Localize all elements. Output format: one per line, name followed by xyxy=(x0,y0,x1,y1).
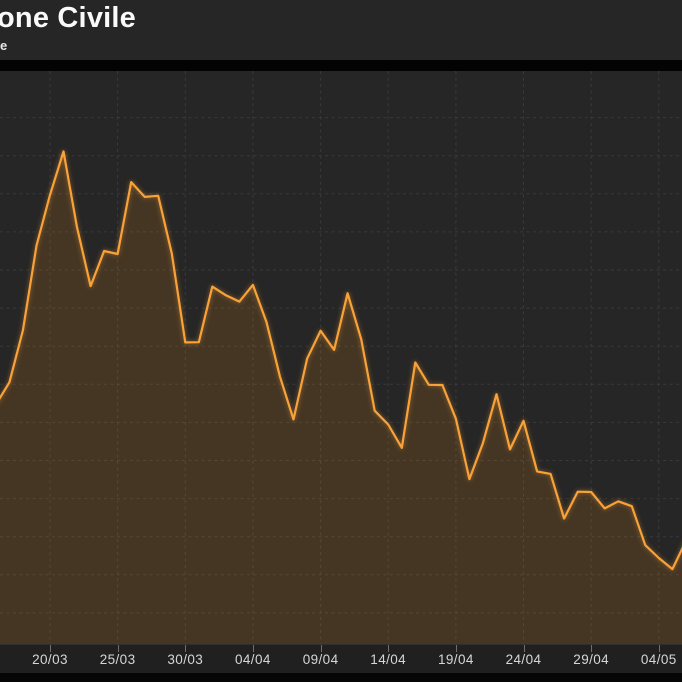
page-subtitle: e xyxy=(0,38,8,53)
x-tick-mark xyxy=(320,645,322,652)
x-tick-mark xyxy=(252,645,254,652)
x-tick-mark xyxy=(523,645,525,652)
header-divider xyxy=(0,60,682,71)
x-tick-label: 20/03 xyxy=(32,652,68,667)
page-title: one Civile xyxy=(0,2,136,34)
x-tick-label: 25/03 xyxy=(99,652,136,667)
x-tick-label: 04/04 xyxy=(234,652,271,667)
header: one Civile e xyxy=(0,0,682,60)
vertical-gridlines xyxy=(49,71,660,644)
series-line xyxy=(0,150,682,571)
x-tick-label: 29/04 xyxy=(573,652,610,667)
series-area-fill xyxy=(0,151,682,644)
area-chart[interactable] xyxy=(0,71,682,644)
chart-plot-area[interactable] xyxy=(0,71,682,644)
horizontal-gridlines xyxy=(0,117,682,614)
x-tick-mark xyxy=(50,645,51,652)
x-tick-mark xyxy=(117,645,119,652)
bottom-bar xyxy=(0,673,682,682)
x-tick-mark xyxy=(591,645,593,652)
x-tick-label: 14/04 xyxy=(370,652,407,667)
x-tick-label: 30/03 xyxy=(167,652,204,667)
x-tick-mark xyxy=(658,645,660,652)
x-tick-mark xyxy=(455,645,457,652)
x-tick-label: 19/04 xyxy=(437,652,474,667)
x-tick-mark xyxy=(185,645,187,652)
x-tick-label: 04/05 xyxy=(640,652,677,667)
x-tick-label: 09/04 xyxy=(302,652,339,667)
x-axis: 20/03 25/03 30/03 04/04 09/04 14/04 19/04 24/04… xyxy=(0,644,682,673)
x-tick-label: 24/04 xyxy=(505,652,542,667)
x-tick-mark xyxy=(388,645,390,652)
